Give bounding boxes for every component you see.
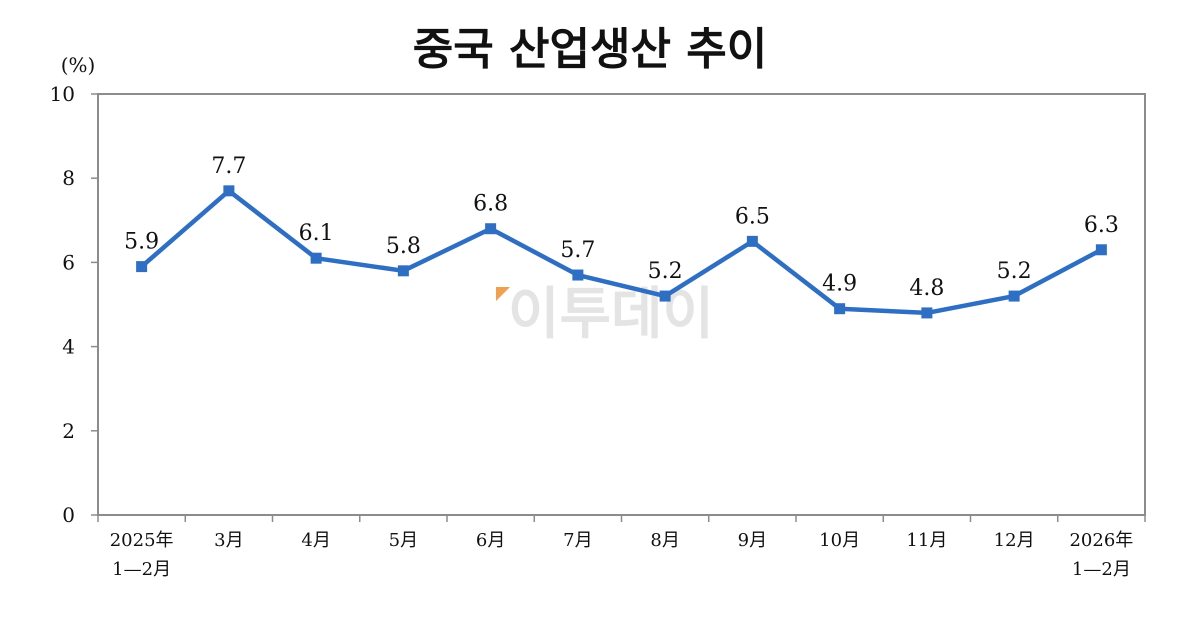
x-tick-label: 2026年 — [1069, 530, 1133, 551]
data-point — [136, 261, 148, 273]
data-label: 5.8 — [386, 234, 421, 259]
x-tick-label: 1—2月 — [1072, 559, 1131, 580]
data-point — [1008, 290, 1020, 302]
data-point — [746, 235, 758, 247]
data-label: 5.9 — [124, 230, 159, 255]
y-tick-label: 8 — [62, 166, 75, 190]
data-label: 7.7 — [211, 154, 246, 179]
x-tick-label: 1—2月 — [112, 559, 171, 580]
data-point — [223, 185, 235, 197]
series-line — [139, 188, 1104, 316]
data-label: 4.9 — [822, 272, 857, 297]
data-label: 5.2 — [648, 259, 683, 284]
data-label: 6.8 — [473, 192, 508, 217]
watermark-text: 이투데이 — [508, 282, 714, 347]
y-tick-label: 6 — [62, 250, 75, 274]
data-point — [921, 307, 933, 319]
x-tick-label: 11月 — [906, 530, 947, 551]
data-label: 6.3 — [1084, 213, 1119, 238]
data-point — [310, 252, 322, 264]
x-tick-label: 10月 — [819, 530, 860, 551]
data-point — [572, 269, 584, 281]
data-label: 6.5 — [735, 204, 770, 229]
x-tick-label: 4月 — [301, 530, 330, 551]
x-tick-label: 9月 — [738, 530, 767, 551]
y-tick-label: 2 — [62, 419, 75, 443]
x-tick-label: 2025年 — [110, 530, 174, 551]
data-label: 6.1 — [299, 221, 334, 246]
y-tick-label: 10 — [50, 82, 75, 106]
data-label: 5.7 — [560, 238, 595, 263]
y-axis: 0 2 4 6 8 10 — [50, 82, 98, 527]
watermark-accent-mark — [496, 287, 510, 301]
data-label: 5.2 — [997, 259, 1032, 284]
y-axis-unit-label: (%) — [61, 53, 96, 77]
data-label: 4.8 — [909, 276, 944, 301]
data-point — [397, 265, 409, 277]
watermark: 이투데이 — [496, 282, 714, 347]
x-axis: 2025年 1—2月 3月 4月 5月 6月 7月 8月 9月 10月 11月 12月 2026年 1—2… — [97, 515, 1146, 580]
y-tick-label: 0 — [62, 503, 75, 527]
series-1: 5.9 7.7 6.1 5.8 6.8 5.7 5.2 6.5 4.9 4.8 5.2 6.3 — [124, 154, 1119, 319]
x-tick-label: 6月 — [476, 530, 505, 551]
y-tick-label: 4 — [62, 335, 75, 359]
x-tick-label: 5月 — [389, 530, 418, 551]
x-tick-label: 3月 — [214, 530, 243, 551]
chart-title: 중국 산업생산 추이 — [413, 24, 767, 75]
data-point — [1095, 244, 1107, 256]
data-point — [659, 290, 671, 302]
data-point — [485, 223, 497, 235]
x-tick-label: 8月 — [650, 530, 679, 551]
data-point — [834, 303, 846, 315]
x-tick-label: 12月 — [994, 530, 1035, 551]
x-tick-label: 7月 — [563, 530, 592, 551]
